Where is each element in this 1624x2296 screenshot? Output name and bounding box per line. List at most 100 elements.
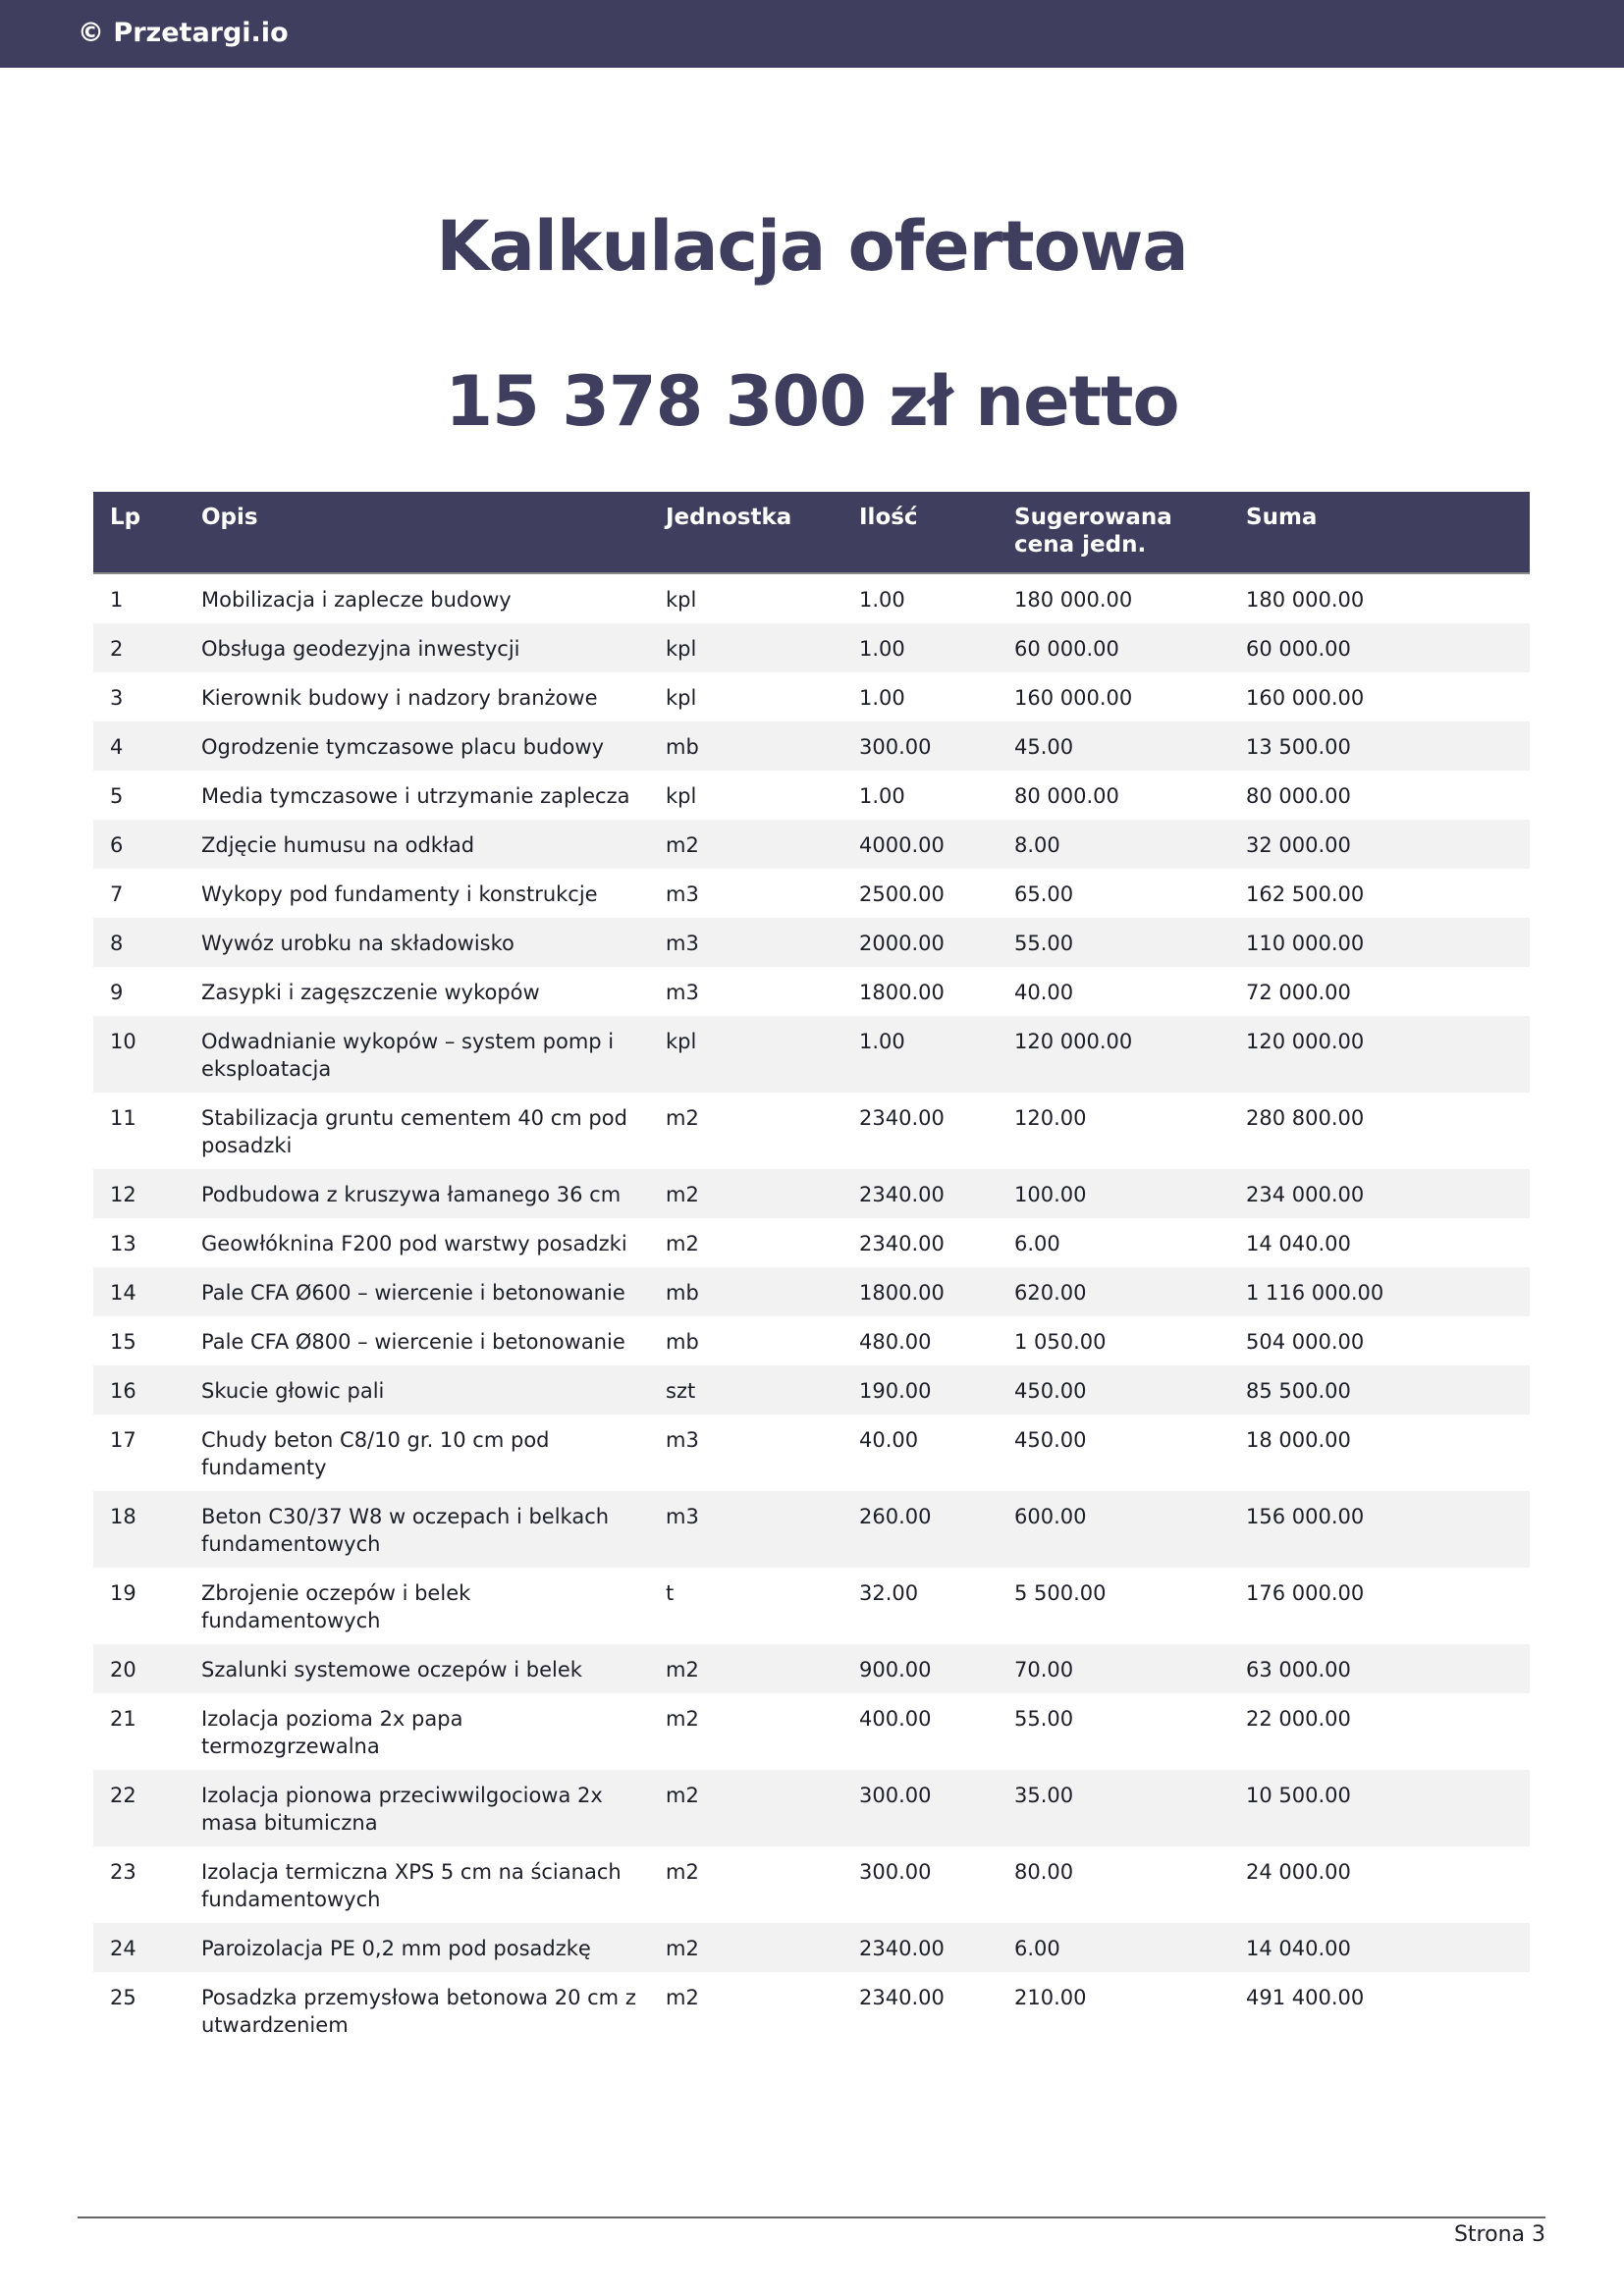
table-cell: Chudy beton C8/10 gr. 10 cm pod fundamen… <box>201 1428 550 1479</box>
table-cell: Szalunki systemowe oczepów i belek <box>185 1644 649 1693</box>
table-cell: Posadzka przemysłowa betonowa 20 cm z ut… <box>201 1986 636 2037</box>
table-cell: Geowłóknina F200 pod warstwy posadzki <box>201 1232 627 1255</box>
table-cell: 11 <box>110 1106 136 1130</box>
table-cell: 10 <box>93 1016 185 1093</box>
table-cell: Izolacja pozioma 2x papa termozgrzewalna <box>201 1707 463 1758</box>
table-cell: 14 040.00 <box>1229 1923 1530 1972</box>
table-cell: 300.00 <box>859 1860 932 1884</box>
table-cell: 1.00 <box>859 686 905 710</box>
table-cell: Skucie głowic pali <box>185 1365 649 1415</box>
table-row: 12 Podbudowa z kruszywa łamanego 36 cm m2 2… <box>93 1169 1530 1218</box>
table-cell: 120 000.00 <box>1229 1016 1530 1093</box>
table-cell: 160 000.00 <box>1246 686 1365 710</box>
table-cell: 23 <box>110 1860 136 1884</box>
table-cell: Mobilizacja i zaplecze budowy <box>201 588 512 612</box>
table-cell: Wywóz urobku na składowisko <box>185 918 649 967</box>
table-row: 7 Wykopy pod fundamenty i konstrukcje m3 25… <box>93 869 1530 918</box>
table-cell: 16 <box>93 1365 185 1415</box>
table-cell: mb <box>666 1330 699 1354</box>
table-cell: 40.00 <box>859 1428 919 1452</box>
top-bar: © Przetargi.io <box>0 0 1624 68</box>
table-cell: 190.00 <box>842 1365 998 1415</box>
table-cell: 80 000.00 <box>1014 784 1119 808</box>
table-cell: 120 000.00 <box>998 1016 1229 1093</box>
table-cell: 1 050.00 <box>1014 1330 1107 1354</box>
column-header: Lp <box>93 492 185 574</box>
table-cell: 400.00 <box>859 1707 932 1731</box>
table-cell: m3 <box>649 1491 842 1568</box>
table-cell: kpl <box>666 784 697 808</box>
table-cell: 1.00 <box>842 1016 998 1093</box>
table-row: 3 Kierownik budowy i nadzory branżowe kpl 1… <box>93 672 1530 721</box>
table-cell: Zbrojenie oczepów i belek fundamentowych <box>201 1581 471 1632</box>
table-cell: 280 800.00 <box>1246 1106 1365 1130</box>
table-cell: m2 <box>649 820 842 869</box>
table-cell: Stabilizacja gruntu cementem 40 cm pod p… <box>201 1106 627 1157</box>
table-cell: 1.00 <box>842 623 998 672</box>
table-cell: 1 <box>110 588 124 612</box>
table-cell: 180 000.00 <box>1246 588 1365 612</box>
table-cell: 100.00 <box>998 1169 1229 1218</box>
table-row: 2 Obsługa geodezyjna inwestycji kpl 1.00 60 … <box>93 623 1530 672</box>
column-header: Suma <box>1229 492 1530 574</box>
table-cell: 32.00 <box>859 1581 919 1605</box>
table-cell: 480.00 <box>859 1330 932 1354</box>
table-cell: 504 000.00 <box>1246 1330 1365 1354</box>
table-row: 15 Pale CFA Ø800 – wiercenie i betonowani… <box>93 1316 1530 1365</box>
table-cell: 110 000.00 <box>1229 918 1530 967</box>
table-cell: kpl <box>649 1016 842 1093</box>
table-cell: 491 400.00 <box>1246 1986 1365 2009</box>
table-cell: Wykopy pod fundamenty i konstrukcje <box>201 882 598 906</box>
table-row: 11 Stabilizacja gruntu cementem 40 cm pod… <box>93 1093 1530 1169</box>
table-cell: 4000.00 <box>842 820 998 869</box>
table-cell: 24 <box>93 1923 185 1972</box>
brand: © Przetargi.io <box>78 18 289 48</box>
table-cell: 80 000.00 <box>1246 784 1351 808</box>
table-cell: 2340.00 <box>859 1986 945 2009</box>
table-cell: m2 <box>649 1644 842 1693</box>
table-cell: 3 <box>110 686 124 710</box>
table-cell: m2 <box>666 1232 699 1255</box>
table-cell: 2340.00 <box>859 1232 945 1255</box>
table-cell: m2 <box>666 1106 699 1130</box>
table-cell: 25 <box>110 1986 136 2009</box>
table-cell: 5 500.00 <box>1014 1581 1107 1605</box>
table-cell: kpl <box>666 588 697 612</box>
table-cell: 234 000.00 <box>1229 1169 1530 1218</box>
table-row: 22 Izolacja pionowa przeciwwilgociowa 2x … <box>93 1770 1530 1846</box>
table-cell: Pale CFA Ø600 – wiercenie i betonowanie <box>185 1267 649 1316</box>
column-header: Sugerowana cena jedn. <box>998 492 1229 574</box>
table-cell: 1.00 <box>859 784 905 808</box>
table-cell: 35.00 <box>998 1770 1229 1846</box>
table-cell: 6.00 <box>998 1923 1229 1972</box>
table-row: 10 Odwadnianie wykopów – system pomp i ek… <box>93 1016 1530 1093</box>
column-header: Jednostka <box>649 492 842 574</box>
table-row: 1 Mobilizacja i zaplecze budowy kpl 1.00 180… <box>93 573 1530 623</box>
table-cell: 22 000.00 <box>1246 1707 1351 1731</box>
table-row: 18 Beton C30/37 W8 w oczepach i belkach f… <box>93 1491 1530 1568</box>
table-cell: 20 <box>93 1644 185 1693</box>
table-cell: kpl <box>649 623 842 672</box>
table-cell: m2 <box>666 1986 699 2009</box>
table-cell: 10 500.00 <box>1229 1770 1530 1846</box>
table-cell: 60 000.00 <box>998 623 1229 672</box>
table-cell: 2 <box>93 623 185 672</box>
table-cell: 260.00 <box>842 1491 998 1568</box>
table-cell: 6.00 <box>1014 1232 1060 1255</box>
table-cell: 600.00 <box>998 1491 1229 1568</box>
total: 15 378 300 zł netto <box>445 361 1179 442</box>
table-cell: Obsługa geodezyjna inwestycji <box>185 623 649 672</box>
table-cell: 1800.00 <box>842 1267 998 1316</box>
table-cell: 620.00 <box>998 1267 1229 1316</box>
table-cell: 21 <box>110 1707 136 1731</box>
table-cell: 2500.00 <box>859 882 945 906</box>
table-cell: Odwadnianie wykopów – system pomp i eksp… <box>185 1016 649 1093</box>
header-row: Lp Opis Jednostka Ilość Sugerowana cena jedn… <box>93 492 1530 574</box>
table-cell: 24 000.00 <box>1246 1860 1351 1884</box>
table-cell: 5 <box>110 784 124 808</box>
table-body: 1 Mobilizacja i zaplecze budowy kpl 1.00 180… <box>93 573 1530 2049</box>
table-cell: 8 <box>93 918 185 967</box>
table-cell: 450.00 <box>1014 1428 1087 1452</box>
table-row: 6 Zdjęcie humusu na odkład m2 4000.00 8.00 32… <box>93 820 1530 869</box>
